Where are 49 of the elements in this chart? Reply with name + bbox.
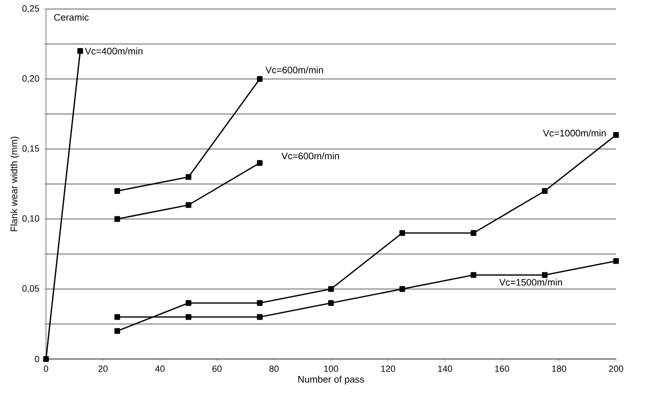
point <box>114 188 120 194</box>
y-tick-label: 0,10 <box>22 215 40 223</box>
y-tick-label: 0 <box>34 356 40 362</box>
point <box>186 202 192 208</box>
x-tick-label: 180 <box>552 366 566 372</box>
series-label: Vc=400m/min <box>84 48 142 54</box>
point <box>613 132 619 138</box>
point <box>114 216 120 222</box>
point <box>114 328 120 334</box>
x-tick-label: 200 <box>608 366 624 372</box>
y-tick-label: 0,15 <box>22 145 40 153</box>
point <box>256 300 263 306</box>
x-tick-label: 140 <box>438 366 452 372</box>
point <box>328 286 334 292</box>
y-tick-label: 0,05 <box>22 285 40 293</box>
point <box>43 356 49 362</box>
y-tick-label: 0,20 <box>22 75 40 83</box>
x-tick-label: 60 <box>212 366 222 372</box>
point <box>186 300 192 306</box>
series-label: Vc=600m/min <box>265 66 323 74</box>
y-tick-label: 0,25 <box>22 5 40 13</box>
x-tick-label: 0 <box>44 366 48 372</box>
text: Vc=600m/min <box>281 152 339 160</box>
point <box>399 286 406 292</box>
point <box>186 174 192 180</box>
y-axis-title: Flank wear width (mm) <box>10 136 20 232</box>
x-tick-label: 40 <box>155 366 165 372</box>
x-tick-label: 20 <box>98 366 108 372</box>
point <box>613 258 619 264</box>
point <box>256 160 263 166</box>
point <box>542 188 548 194</box>
point <box>542 272 548 278</box>
point <box>256 314 263 320</box>
point <box>186 314 192 320</box>
x-tick-label: 80 <box>269 366 279 372</box>
x-tick-label: 120 <box>381 366 396 372</box>
point <box>399 230 406 236</box>
point <box>470 230 476 236</box>
point <box>328 300 334 306</box>
annotation: Ceramic <box>54 14 89 21</box>
point <box>256 76 263 82</box>
point <box>470 272 476 278</box>
series-label: Vc=1000m/min <box>542 130 606 136</box>
point <box>114 314 120 320</box>
x-tick-label: 100 <box>324 366 338 372</box>
series-label: Vc=1500m/min <box>499 278 562 286</box>
x-axis-title: Number of pass <box>298 376 364 385</box>
point <box>77 48 84 54</box>
x-tick-label: 160 <box>495 366 510 372</box>
